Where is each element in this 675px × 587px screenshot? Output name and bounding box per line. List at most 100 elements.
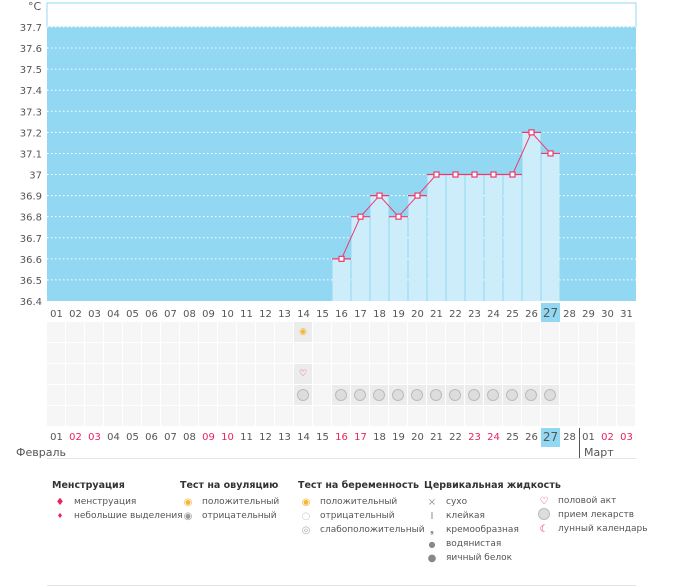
grid-cell[interactable] [294,406,312,426]
temperature-bar[interactable] [446,174,465,301]
grid-cell[interactable] [332,385,350,405]
grid-cell[interactable] [503,343,521,363]
date-label[interactable]: 17 [354,432,367,443]
grid-cell[interactable] [104,322,122,342]
grid-cell[interactable] [598,343,616,363]
grid-cell[interactable] [218,322,236,342]
grid-cell[interactable] [313,364,331,384]
grid-cell[interactable] [617,385,635,405]
grid-cell[interactable] [256,322,274,342]
grid-cell[interactable] [237,406,255,426]
date-label[interactable]: 23 [468,432,481,443]
grid-cell[interactable] [180,406,198,426]
grid-cell[interactable] [85,343,103,363]
grid-cell[interactable] [598,364,616,384]
grid-cell[interactable] [446,343,464,363]
grid-cell[interactable] [427,322,445,342]
data-point[interactable] [452,171,459,178]
grid-cell[interactable]: ◉ [294,322,312,342]
grid-cell[interactable] [66,322,84,342]
grid-cell[interactable] [85,322,103,342]
temperature-bar[interactable] [465,174,484,301]
grid-cell[interactable] [351,343,369,363]
grid-cell[interactable] [408,322,426,342]
grid-cell[interactable] [123,385,141,405]
grid-cell[interactable] [541,322,559,342]
date-label[interactable]: 10 [221,432,234,443]
date-label[interactable]: 28 [563,432,576,443]
temperature-bar[interactable] [351,216,370,301]
data-point[interactable] [547,150,554,157]
grid-cell[interactable] [218,406,236,426]
grid-cell[interactable] [465,385,483,405]
grid-cell[interactable] [47,364,65,384]
grid-cell[interactable] [560,406,578,426]
grid-cell[interactable] [161,322,179,342]
grid-cell[interactable] [351,322,369,342]
grid-cell[interactable] [104,364,122,384]
grid-cell[interactable] [161,343,179,363]
grid-cell[interactable] [332,343,350,363]
grid-cell[interactable] [598,322,616,342]
data-point[interactable] [338,255,345,262]
grid-cell[interactable] [218,385,236,405]
date-label[interactable]: 04 [107,432,120,443]
grid-cell[interactable] [484,364,502,384]
temperature-bar[interactable] [522,132,541,301]
grid-cell[interactable] [503,364,521,384]
grid-cell[interactable] [199,364,217,384]
grid-cell[interactable] [313,322,331,342]
grid-cell[interactable] [275,385,293,405]
date-label[interactable]: 25 [506,432,519,443]
grid-cell[interactable] [142,385,160,405]
grid-cell[interactable] [85,406,103,426]
grid-cell[interactable] [123,364,141,384]
grid-cell[interactable] [484,322,502,342]
grid-cell[interactable] [351,406,369,426]
date-label[interactable]: 06 [145,432,158,443]
date-label[interactable]: 26 [525,432,538,443]
grid-cell[interactable] [446,406,464,426]
grid-cell[interactable] [104,343,122,363]
grid-cell[interactable] [560,364,578,384]
grid-cell[interactable] [161,406,179,426]
grid-cell[interactable] [522,385,540,405]
grid-cell[interactable] [484,385,502,405]
grid-cell[interactable] [294,343,312,363]
grid-cell[interactable] [560,322,578,342]
temperature-bar[interactable] [541,153,560,301]
data-point[interactable] [528,129,535,136]
grid-cell[interactable] [142,406,160,426]
grid-cell[interactable] [47,385,65,405]
date-label[interactable]: 13 [278,432,291,443]
temperature-bar[interactable] [332,258,351,301]
grid-cell[interactable] [427,406,445,426]
grid-cell[interactable] [522,406,540,426]
grid-cell[interactable] [541,364,559,384]
grid-cell[interactable] [351,385,369,405]
data-point[interactable] [433,171,440,178]
data-point[interactable] [414,192,421,199]
grid-cell[interactable] [465,322,483,342]
grid-cell[interactable] [598,385,616,405]
grid-cell[interactable] [389,322,407,342]
grid-cell[interactable] [389,406,407,426]
data-point[interactable] [509,171,516,178]
grid-cell[interactable] [123,322,141,342]
grid-cell[interactable] [332,322,350,342]
grid-cell[interactable] [522,322,540,342]
grid-cell[interactable] [256,385,274,405]
date-label[interactable]: 19 [392,432,405,443]
grid-cell[interactable] [408,364,426,384]
grid-cell[interactable] [237,385,255,405]
grid-cell[interactable] [522,343,540,363]
grid-cell[interactable] [579,343,597,363]
grid-cell[interactable] [66,364,84,384]
grid-cell[interactable] [484,343,502,363]
date-label[interactable]: 15 [316,432,329,443]
grid-cell[interactable] [427,385,445,405]
grid-cell[interactable] [218,364,236,384]
date-label[interactable]: 22 [449,432,462,443]
grid-cell[interactable] [427,343,445,363]
grid-cell[interactable] [256,364,274,384]
